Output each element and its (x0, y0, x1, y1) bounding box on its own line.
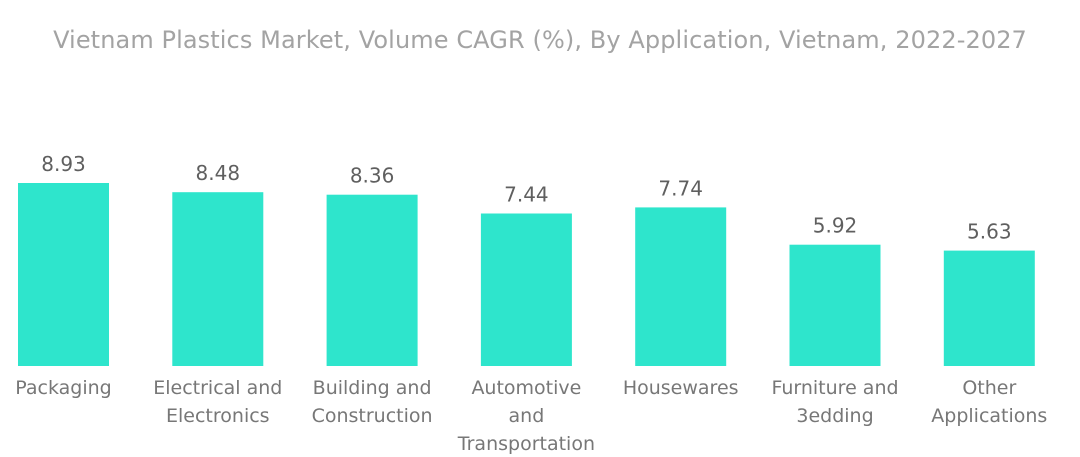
bar (943, 250, 1035, 366)
bar (18, 183, 109, 366)
value-label: 5.92 (813, 214, 858, 238)
category-label: and (509, 405, 545, 427)
value-label: 8.36 (350, 164, 395, 188)
bar (172, 192, 264, 366)
chart-title: Vietnam Plastics Market, Volume CAGR (%)… (53, 26, 1027, 54)
bar (635, 207, 727, 366)
bar (326, 194, 418, 366)
category-label: Electrical and (153, 377, 282, 399)
value-label: 8.93 (41, 152, 86, 176)
category-label: Automotive (471, 377, 581, 399)
bar (480, 213, 572, 366)
category-label: 3edding (796, 405, 873, 427)
category-label: Other (962, 377, 1016, 399)
value-label: 7.44 (504, 183, 549, 207)
value-label: 7.74 (658, 176, 703, 200)
value-label: 8.48 (196, 161, 241, 185)
category-label: Transportation (457, 433, 595, 455)
category-label: Electronics (166, 405, 270, 427)
category-label: Furniture and (771, 377, 898, 399)
value-label: 5.63 (967, 220, 1012, 244)
category-label: Packaging (15, 377, 111, 399)
category-label: Housewares (623, 377, 739, 399)
category-label: Construction (312, 405, 433, 427)
category-label: Building and (313, 377, 432, 399)
category-label: Applications (931, 405, 1047, 427)
bar (789, 244, 881, 366)
